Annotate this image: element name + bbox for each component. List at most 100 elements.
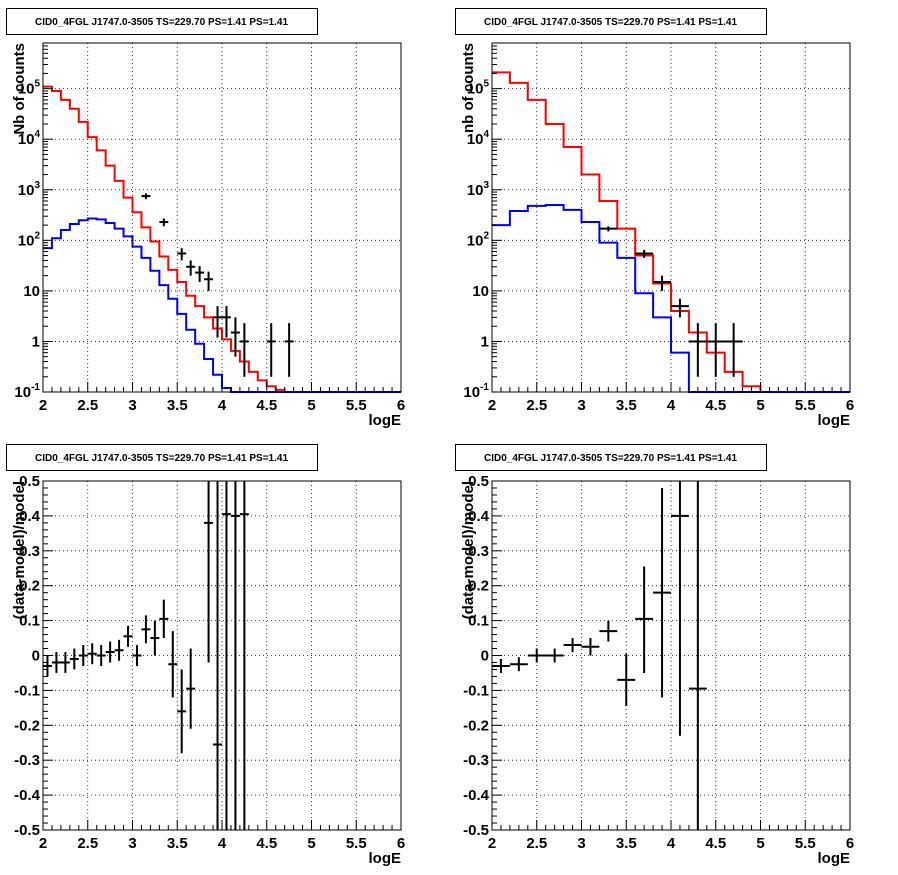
x-tick-label: 6: [397, 397, 405, 414]
x-tick-label: 4.5: [256, 835, 277, 852]
data-point: [186, 260, 196, 276]
data-point: [706, 323, 725, 377]
y-axis-label: (data-model)/model: [11, 481, 28, 619]
x-tick-label: 3: [577, 835, 585, 852]
x-axis-label: logE: [369, 412, 402, 429]
chart-title-box: [6, 444, 318, 471]
y-tick-label: 0: [32, 648, 40, 665]
chart-title-box: [6, 8, 318, 35]
x-tick-label: 2: [488, 397, 496, 414]
chart-title: CID0_4FGL J1747.0-3505 TS=229.70 PS=1.41…: [35, 17, 288, 28]
y-tick-label: 105: [18, 79, 41, 98]
x-tick-label: 5.5: [795, 835, 816, 852]
y-tick-label: 0.3: [19, 543, 40, 560]
data-point: [204, 271, 214, 291]
data-point: [635, 249, 654, 258]
x-tick-label: 2.5: [526, 835, 547, 852]
data-point: [653, 275, 671, 291]
y-tick-label: 0: [481, 648, 489, 665]
x-tick-label: 2.5: [77, 835, 98, 852]
data-point: [177, 248, 187, 261]
y-tick-label: 102: [18, 230, 41, 249]
y-tick-label: -0.5: [14, 822, 40, 839]
data-point: [688, 323, 707, 377]
y-tick-label: -0.4: [14, 787, 41, 804]
data-point: [653, 487, 671, 698]
data-point: [581, 638, 600, 656]
x-tick-label: 5: [307, 835, 315, 852]
data-point: [87, 643, 97, 665]
data-point: [688, 481, 707, 830]
data-point: [69, 648, 79, 670]
data-point: [230, 317, 240, 357]
chart-title: CID0_4FGL J1747.0-3505 TS=229.70 PS=1.41…: [484, 453, 737, 464]
data-point: [159, 218, 169, 227]
x-tick-label: 3.5: [616, 397, 637, 414]
chart-panel-4: CID0_4FGL J1747.0-3505 TS=229.70 PS=1.41…: [455, 444, 854, 867]
y-tick-label: 105: [467, 79, 490, 98]
data-point: [78, 645, 88, 666]
data-point: [545, 648, 564, 663]
y-tick-label: -0.2: [14, 717, 40, 734]
x-axis-label: logE: [818, 412, 851, 429]
data-point: [150, 620, 160, 656]
x-axis-label: logE: [369, 850, 402, 867]
y-tick-label: 103: [18, 180, 41, 199]
x-tick-label: 3: [128, 397, 136, 414]
y-tick-label: 104: [18, 129, 41, 148]
data-point: [105, 641, 115, 663]
chart-title: CID0_4FGL J1747.0-3505 TS=229.70 PS=1.41…: [484, 17, 737, 28]
x-tick-label: 2: [39, 397, 47, 414]
data-point: [96, 645, 106, 666]
y-tick-label: 0.4: [19, 508, 41, 525]
x-tick-label: 5.5: [346, 397, 367, 414]
data-point: [222, 306, 231, 338]
data-point: [230, 481, 240, 830]
series-step-line: [43, 217, 401, 393]
y-axis: -0.5 -0.4 -0.3 -0.2 -0.1 0 0.1 0.2 0.3 0.4 0.5(dat…: [11, 473, 53, 839]
y-tick-label: 0.1: [468, 613, 489, 630]
y-tick-label: 102: [467, 230, 490, 249]
x-tick-label: 2.5: [77, 397, 98, 414]
y-axis: -0.5 -0.4 -0.3 -0.2 -0.1 0 0.1 0.2 0.3 0.4 0.5(dat…: [460, 473, 502, 839]
data-point: [204, 481, 214, 663]
x-tick-label: 6: [397, 835, 405, 852]
y-tick-label: -0.1: [463, 682, 489, 699]
y-tick-label: -0.5: [463, 822, 489, 839]
x-tick-label: 3.5: [167, 397, 188, 414]
y-tick-label: 104: [467, 129, 490, 148]
y-axis-label: (data-model)/model: [460, 481, 477, 619]
data-point: [132, 645, 142, 666]
y-tick-label: 0.2: [19, 578, 40, 595]
y-tick-label: 103: [467, 180, 490, 199]
y-tick-label: -0.3: [14, 752, 40, 769]
data-point: [123, 625, 133, 647]
data-point: [222, 481, 231, 830]
y-axis-label: nb of counts: [460, 43, 477, 133]
y-tick-label: -0.1: [14, 682, 40, 699]
x-tick-label: 5.5: [795, 397, 816, 414]
x-tick-label: 5: [307, 397, 315, 414]
y-tick-label: 0.2: [468, 578, 489, 595]
y-tick-label: 0.5: [19, 473, 40, 490]
data-point: [617, 653, 636, 707]
x-tick-label: 4.5: [705, 397, 726, 414]
x-tick-label: 3: [577, 397, 585, 414]
y-tick-label: 10-1: [463, 382, 489, 401]
x-tick-label: 2: [488, 835, 496, 852]
chart-title-box: [455, 8, 767, 35]
y-tick-label: -0.3: [463, 752, 489, 769]
chart-title-box: [455, 444, 767, 471]
data-point: [527, 648, 546, 663]
data-point: [671, 481, 689, 736]
x-tick-label: 4: [667, 397, 676, 414]
x-tick-label: 3.5: [167, 835, 188, 852]
y-tick-label: 10: [472, 283, 489, 300]
data-point: [43, 655, 52, 677]
data-point: [492, 658, 510, 673]
